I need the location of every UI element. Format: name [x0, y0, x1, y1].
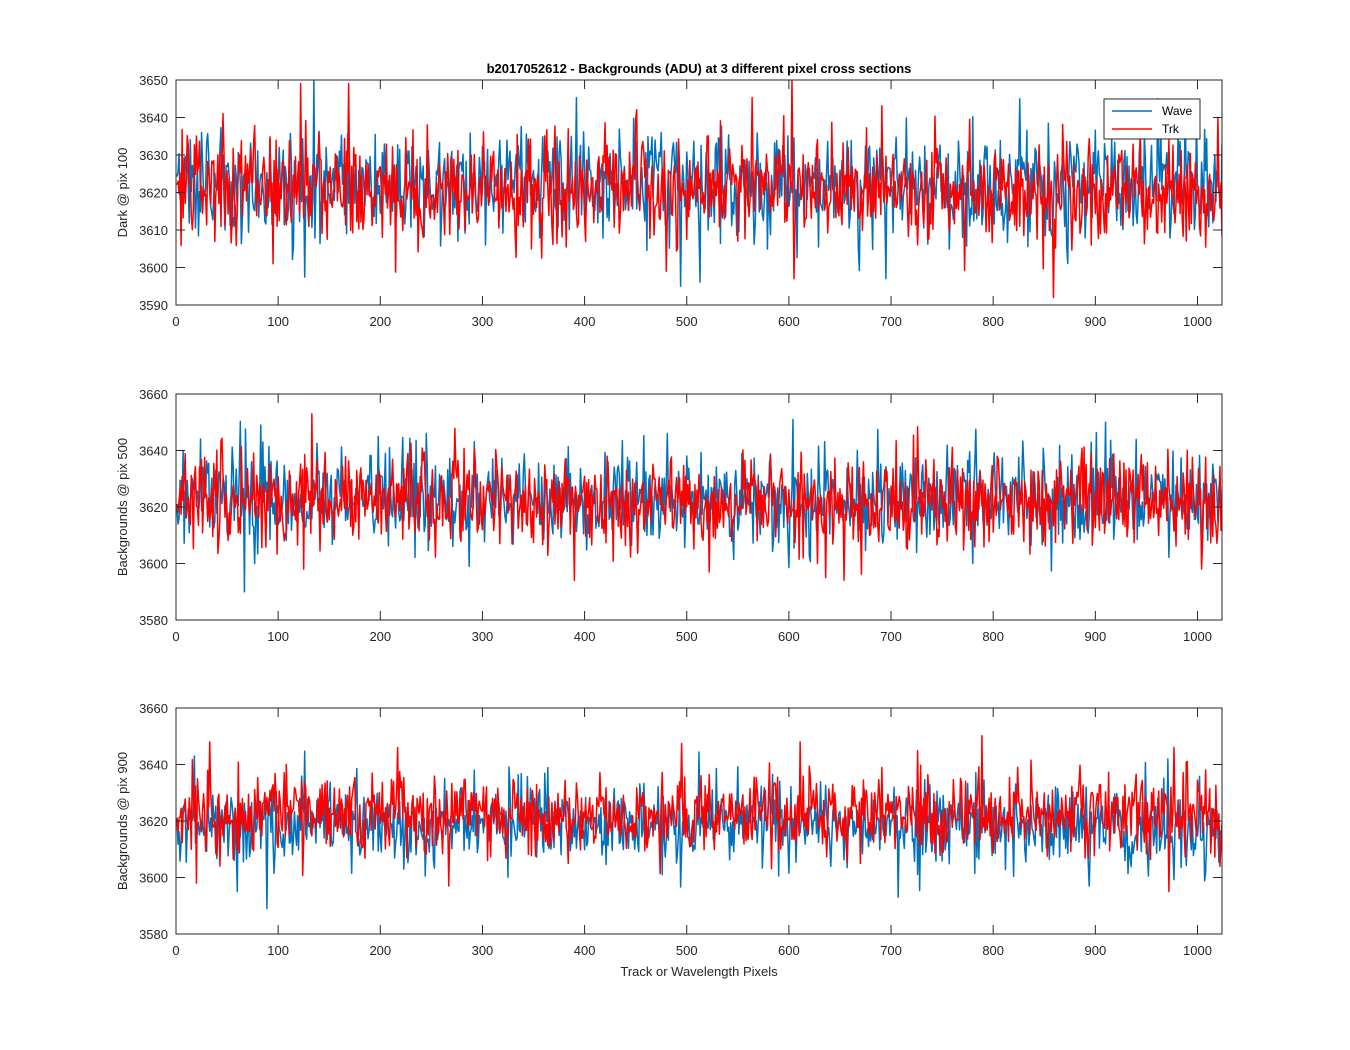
x-tick-label: 0: [172, 629, 179, 644]
subplot-1: 0 100 200 300 400 500 600 700 800 900 1000 3590 3600…: [115, 61, 1223, 329]
subplot-3: 0 100 200 300 400 500 600 700 800 900 1000 3580 3600…: [115, 701, 1223, 979]
x-tick-label: 300: [472, 314, 494, 329]
y-tick-label: 3650: [139, 73, 168, 88]
series-trk-line: [176, 413, 1222, 582]
x-tick-label: 1000: [1183, 943, 1212, 958]
x-tick-label: 700: [880, 629, 902, 644]
x-tick-label: 300: [472, 629, 494, 644]
y-tick-label: 3660: [139, 387, 168, 402]
x-tick-label: 1000: [1183, 629, 1212, 644]
y-tick-label: 3660: [139, 701, 168, 716]
series-trk-line: [176, 734, 1222, 893]
y-axis-label: Dark @ pix 100: [115, 148, 130, 238]
legend-box: [1103, 98, 1201, 140]
y-tick-label: 3600: [139, 871, 168, 886]
y-axis-label: Backgrounds @ pix 900: [115, 752, 130, 890]
x-tick-label: 1000: [1183, 314, 1212, 329]
y-tick-label: 3610: [139, 223, 168, 238]
x-tick-label: 100: [267, 629, 289, 644]
y-tick-label: 3580: [139, 613, 168, 628]
x-tick-label: 200: [369, 629, 391, 644]
subplot-2: 0 100 200 300 400 500 600 700 800 900 1000 3580 3600…: [115, 387, 1223, 644]
x-tick-label: 0: [172, 314, 179, 329]
x-tick-label: 800: [982, 629, 1004, 644]
x-tick-label: 200: [369, 314, 391, 329]
y-axis-label: Backgrounds @ pix 500: [115, 438, 130, 576]
y-tick-label: 3620: [139, 814, 168, 829]
x-tick-label: 900: [1084, 629, 1106, 644]
x-tick-label: 700: [880, 314, 902, 329]
y-tick-label: 3580: [139, 927, 168, 942]
y-tick-label: 3600: [139, 557, 168, 572]
chart-title: b2017052612 - Backgrounds (ADU) at 3 dif…: [487, 61, 912, 76]
x-tick-label: 200: [369, 943, 391, 958]
x-tick-label: 100: [267, 943, 289, 958]
x-tick-label: 400: [574, 629, 596, 644]
x-tick-label: 600: [778, 943, 800, 958]
x-tick-label: 500: [676, 314, 698, 329]
x-tick-label: 800: [982, 314, 1004, 329]
y-tick-label: 3630: [139, 148, 168, 163]
x-tick-label: 600: [778, 314, 800, 329]
x-tick-label: 900: [1084, 943, 1106, 958]
legend-label-wave: Wave: [1162, 104, 1193, 118]
x-tick-label: 700: [880, 943, 902, 958]
y-tick-label: 3590: [139, 298, 168, 313]
x-tick-label: 0: [172, 943, 179, 958]
legend: Wave Trk: [1103, 98, 1201, 140]
series-trk-line: [176, 80, 1222, 299]
x-tick-label: 100: [267, 314, 289, 329]
x-tick-label: 500: [676, 629, 698, 644]
y-tick-label: 3640: [139, 111, 168, 126]
x-tick-label: 500: [676, 943, 698, 958]
x-tick-label: 600: [778, 629, 800, 644]
y-tick-label: 3620: [139, 500, 168, 515]
x-tick-label: 400: [574, 943, 596, 958]
y-tick-label: 3620: [139, 186, 168, 201]
y-tick-label: 3640: [139, 758, 168, 773]
x-tick-label: 800: [982, 943, 1004, 958]
legend-label-trk: Trk: [1162, 122, 1180, 136]
x-tick-label: 900: [1084, 314, 1106, 329]
x-tick-label: 300: [472, 943, 494, 958]
y-tick-label: 3640: [139, 444, 168, 459]
x-axis-label: Track or Wavelength Pixels: [620, 964, 778, 979]
x-tick-label: 400: [574, 314, 596, 329]
y-tick-label: 3600: [139, 261, 168, 276]
